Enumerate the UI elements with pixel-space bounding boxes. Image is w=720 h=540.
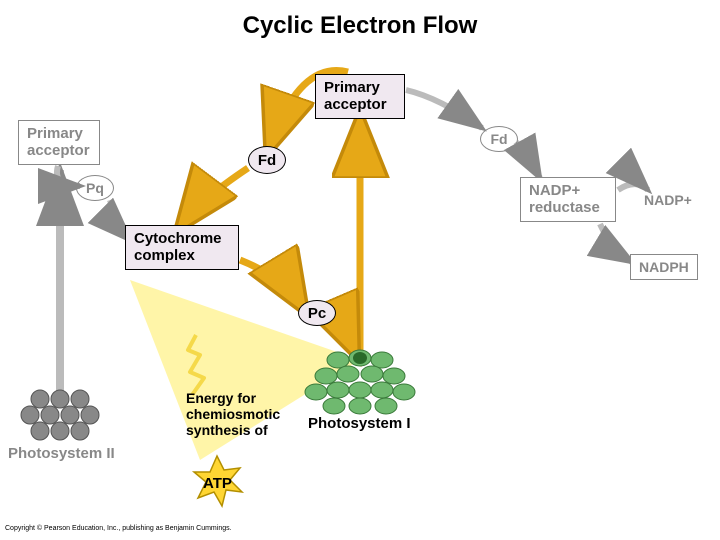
atp-label: ATP [203,475,232,492]
arrow-pc-psi [332,322,354,350]
photosystem-i-label: Photosystem I [308,415,411,432]
pq-oval: Pq [76,175,114,201]
energy-label: Energy for chemiosmotic synthesis of [186,390,280,438]
psii-cluster [21,390,99,440]
cytochrome-box: Cytochrome complex [125,225,239,270]
arrow-reduct-nadp [618,184,648,190]
fd-right-oval: Fd [480,126,518,152]
pc-oval: Pc [298,300,336,326]
nadp-plus-label: NADP+ [644,192,692,208]
primary-acceptor-right-box: Primary acceptor [315,74,405,119]
arrow-cyto-pc [240,260,302,306]
fd-left-oval: Fd [248,146,286,174]
arrow-fd-cyto [182,168,248,224]
diagram-title: Cyclic Electron Flow [0,12,720,40]
photosystem-ii-label: Photosystem II [8,445,115,462]
nadp-reductase-box: NADP+ reductase [520,177,616,222]
primary-acceptor-left-box: Primary acceptor [18,120,100,165]
arrow-reduct-nadph [600,224,632,262]
copyright-text: Copyright © Pearson Education, Inc., pub… [5,525,232,532]
psi-cluster [305,350,415,414]
arrow-primacc-fd-gray [406,90,482,128]
arrow-fd-reductase [516,142,540,178]
nadph-box: NADPH [630,254,698,280]
zigzag-energy [188,335,204,395]
